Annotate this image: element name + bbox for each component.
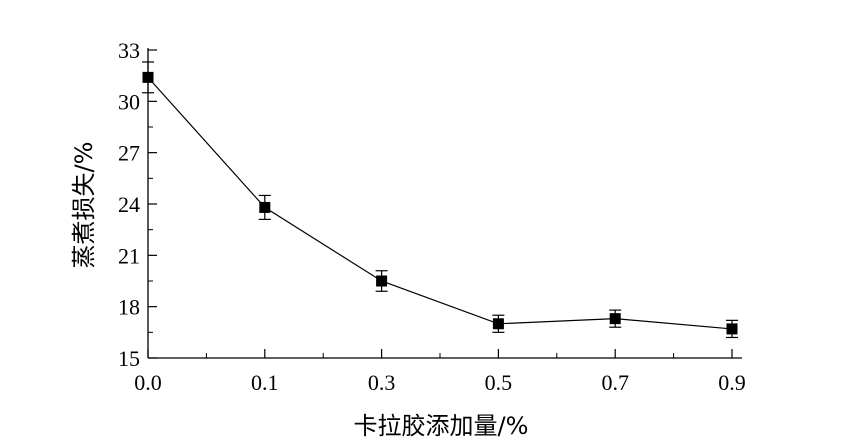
data-point <box>376 275 388 287</box>
x-tick-label: 0.0 <box>134 370 162 395</box>
x-tick-label: 0.9 <box>718 370 746 395</box>
data-point <box>142 71 154 83</box>
x-tick-label: 0.7 <box>601 370 629 395</box>
y-tick-label: 33 <box>118 38 140 63</box>
y-tick-label: 27 <box>118 141 140 166</box>
y-axis-title: 蒸煮损失/% <box>70 142 98 269</box>
data-point <box>259 201 271 213</box>
x-tick-label: 0.1 <box>251 370 279 395</box>
data-point <box>609 313 621 325</box>
y-tick-label: 18 <box>118 295 140 320</box>
x-tick-label: 0.5 <box>485 370 513 395</box>
y-tick-label: 15 <box>118 346 140 371</box>
series-group <box>142 61 738 339</box>
x-axis-title: 卡拉胶添加量/% <box>354 412 529 440</box>
y-tick-label: 30 <box>118 89 140 114</box>
x-tick-label: 0.3 <box>368 370 396 395</box>
axes <box>147 48 742 359</box>
y-tick-label: 24 <box>118 192 140 217</box>
y-tick-label: 21 <box>118 243 140 268</box>
x-ticks: 0.0 0.1 0.3 0.5 0.7 0.9 <box>134 349 746 395</box>
series-line <box>147 76 733 330</box>
data-point <box>492 318 504 330</box>
data-point <box>726 323 738 335</box>
y-ticks: 15 18 21 24 27 30 33 <box>118 38 157 371</box>
